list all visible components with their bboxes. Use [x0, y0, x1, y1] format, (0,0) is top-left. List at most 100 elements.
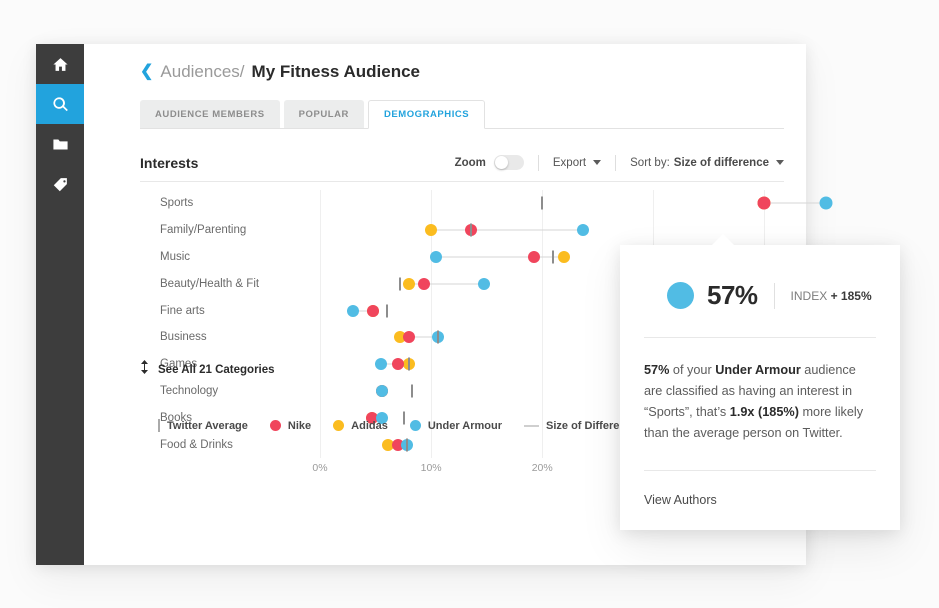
twitter-average-tick	[399, 277, 401, 291]
data-point-adidas[interactable]	[402, 277, 415, 290]
data-point-under-armour[interactable]	[375, 358, 388, 371]
legend-item[interactable]: Size of Difference	[524, 420, 638, 432]
see-all-categories-button[interactable]: See All 21 Categories	[140, 360, 275, 379]
chart-row[interactable]: Sports	[140, 190, 833, 217]
twitter-average-tick	[470, 223, 473, 237]
sidebar-item-folder[interactable]	[36, 124, 84, 164]
sort-by-value: Size of difference	[673, 156, 769, 169]
gridline	[653, 216, 655, 244]
data-point-adidas[interactable]	[425, 224, 438, 237]
export-label: Export	[552, 156, 587, 169]
tab-bar: AUDIENCE MEMBERS POPULAR DEMOGRAPHICS	[140, 100, 784, 129]
legend-item[interactable]: Under Armour	[409, 420, 502, 432]
sidebar-item-home[interactable]	[36, 44, 84, 84]
gridline	[542, 431, 544, 458]
legend-item[interactable]: Nike	[269, 419, 312, 432]
chart-row[interactable]: Family/Parenting	[140, 216, 820, 244]
tooltip-body-index: 1.9x (185%)	[729, 405, 799, 419]
data-point-under-armour[interactable]	[347, 304, 360, 317]
tooltip-series-dot	[667, 282, 694, 309]
size-of-difference-line	[353, 310, 374, 312]
gridline	[320, 323, 321, 351]
chart-row[interactable]: Food & Drinks	[140, 431, 820, 458]
data-point-under-armour[interactable]	[376, 384, 389, 397]
zoom-toggle[interactable]	[493, 155, 524, 170]
gridline	[431, 404, 433, 432]
legend-label: Nike	[287, 419, 312, 432]
data-point-under-armour[interactable]	[577, 224, 590, 237]
tab-demographics[interactable]: DEMOGRAPHICS	[367, 100, 486, 129]
home-icon	[52, 56, 69, 73]
tab-popular[interactable]: POPULAR	[283, 100, 364, 128]
data-point-under-armour[interactable]	[429, 250, 442, 263]
chart-toolbar: Interests Zoom Export Sort by: Size of d…	[140, 144, 784, 182]
gridline	[320, 377, 321, 405]
legend-item[interactable]: Adidas	[333, 420, 388, 432]
legend-marker-dot	[409, 420, 421, 431]
gridline	[431, 431, 433, 458]
x-axis-tick-label: 0%	[312, 462, 328, 474]
legend-label: Twitter Average	[167, 419, 248, 432]
view-authors-link[interactable]: View Authors	[644, 493, 717, 507]
sidebar-item-tag[interactable]	[36, 164, 84, 204]
export-button[interactable]: Export	[552, 156, 602, 169]
app-sidebar	[36, 44, 84, 565]
gridline	[542, 323, 544, 351]
chevron-left-icon[interactable]: ❮	[140, 63, 154, 80]
tooltip-percent: 57%	[707, 280, 758, 310]
search-icon	[52, 96, 69, 113]
sort-by-dropdown[interactable]: Sort by: Size of difference	[630, 157, 784, 169]
size-of-difference-line	[408, 283, 485, 285]
folder-icon	[52, 136, 69, 153]
legend-item[interactable]: Twitter Average	[158, 419, 248, 432]
data-point-nike[interactable]	[366, 411, 379, 424]
chart-row[interactable]: Fine arts	[140, 297, 820, 324]
chart-row[interactable]: Beauty/Health & Fit	[140, 270, 820, 298]
gridline	[542, 350, 544, 378]
data-point-nike[interactable]	[528, 250, 541, 263]
twitter-average-tick	[407, 357, 410, 371]
data-point-under-armour[interactable]	[376, 411, 389, 424]
legend-marker-tick	[158, 419, 160, 432]
tooltip-arrow	[711, 234, 735, 246]
main-content: ❮ Audiences/ My Fitness Audience AUDIENC…	[84, 44, 833, 565]
gridline	[320, 350, 321, 378]
data-point-adidas[interactable]	[558, 250, 571, 263]
gridline	[320, 404, 321, 432]
chart-row-plot	[320, 190, 833, 217]
legend-marker-dot	[333, 420, 345, 431]
gridline	[320, 216, 321, 244]
data-point-under-armour[interactable]	[819, 196, 833, 210]
twitter-average-tick	[411, 384, 414, 398]
sort-updown-icon	[140, 360, 149, 379]
legend-label: Size of Difference	[546, 419, 639, 432]
tooltip-index-label: INDEX	[790, 288, 828, 303]
data-point-nike[interactable]	[757, 196, 771, 210]
data-point-adidas[interactable]	[381, 438, 394, 451]
twitter-average-tick	[552, 250, 555, 264]
zoom-label: Zoom	[454, 156, 486, 169]
tooltip-header: 57% INDEX + 185%	[620, 245, 900, 311]
gridline	[431, 377, 433, 405]
twitter-average-tick	[405, 438, 408, 452]
data-point-nike[interactable]	[418, 277, 431, 290]
x-axis-tick-label: 10%	[420, 462, 442, 474]
data-point-under-armour[interactable]	[478, 277, 491, 290]
chart-row-plot	[320, 216, 820, 244]
gridline	[320, 431, 321, 458]
page-title: My Fitness Audience	[251, 62, 420, 81]
data-point-nike[interactable]	[391, 358, 404, 371]
gridline	[653, 190, 655, 217]
gridline	[431, 350, 433, 378]
tooltip-index: INDEX + 185%	[791, 289, 872, 303]
sidebar-item-search[interactable]	[36, 84, 84, 124]
breadcrumb-parent[interactable]: Audiences/	[160, 62, 245, 81]
gridline	[764, 216, 766, 244]
tag-icon	[52, 176, 69, 193]
legend-marker-dot	[269, 420, 281, 431]
data-point-nike[interactable]	[367, 304, 380, 317]
toolbar-controls: Zoom Export Sort by: Size of difference	[454, 154, 784, 171]
chart-row-label: Business	[160, 331, 207, 344]
data-point-nike[interactable]	[402, 331, 415, 344]
tab-audience-members[interactable]: AUDIENCE MEMBERS	[140, 100, 280, 128]
